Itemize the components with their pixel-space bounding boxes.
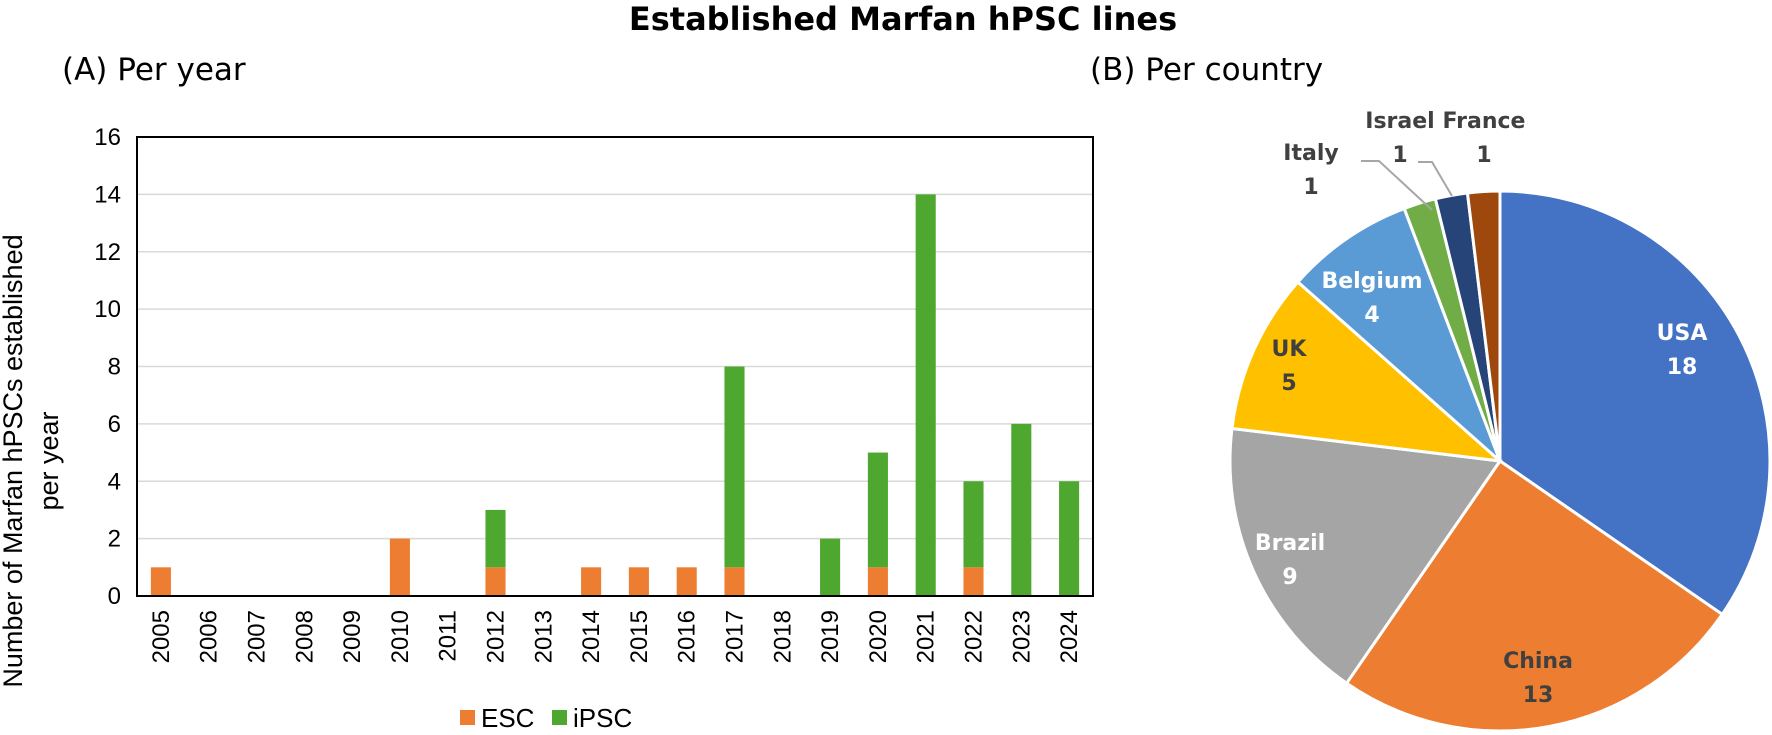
bar-esc-2014 (581, 567, 602, 596)
legend-swatch-esc (460, 710, 475, 725)
bar-y-axis-label: Number of Marfan hPSCs established per y… (0, 234, 64, 687)
pie-value-usa: 18 (1667, 355, 1698, 380)
pie-leader-italy (1361, 160, 1433, 211)
bar-ipsc-2017 (724, 366, 745, 568)
pie-value-italy: 1 (1303, 175, 1318, 200)
x-tick-label: 2008 (291, 610, 318, 663)
x-tick-label: 2009 (339, 610, 366, 663)
y-tick-label: 16 (94, 124, 121, 151)
x-tick-label: 2015 (626, 610, 653, 663)
bar-esc-2016 (676, 567, 697, 596)
bar-ipsc-2024 (1059, 481, 1080, 596)
pie-label-brazil: Brazil (1255, 531, 1325, 556)
pie-label-belgium: Belgium (1321, 269, 1422, 294)
pie-value-france: 1 (1476, 143, 1491, 168)
x-tick-label: 2007 (244, 610, 271, 663)
pie-slice-france (1465, 189, 1502, 462)
legend-label-ipsc: iPSC (573, 703, 632, 733)
bar-esc-2010 (389, 538, 410, 596)
pie-value-belgium: 4 (1364, 303, 1379, 328)
x-tick-label: 2018 (769, 610, 796, 663)
pie-value-israel: 1 (1392, 143, 1407, 168)
x-tick-label: 2020 (865, 610, 892, 663)
bar-marks (150, 194, 1080, 596)
pie-label-italy: Italy (1283, 141, 1338, 166)
pie-slice-uk (1230, 279, 1505, 464)
bar-ipsc-2022 (963, 481, 984, 568)
x-tick-label: 2014 (578, 610, 605, 663)
x-tick-label: 2005 (148, 610, 175, 663)
pie-label-china: China (1503, 649, 1573, 674)
bar-ipsc-2012 (485, 509, 506, 568)
bar-y-axis-label-line-1: Number of Marfan hPSCs established (0, 234, 28, 687)
pie-labels: USA 18 China 13 Brazil 9 UK 5 Belgium 4 Italy 1 Isra… (1255, 109, 1708, 708)
x-tick-label: 2019 (817, 610, 844, 663)
x-tick-label: 2023 (1008, 610, 1035, 663)
bar-gridlines (137, 193, 1093, 540)
y-tick-label: 12 (94, 239, 121, 266)
bar-y-axis-label-line-2: per year (34, 411, 64, 510)
bar-esc-2020 (867, 567, 888, 596)
bar-legend: ESC iPSC (460, 703, 632, 733)
y-tick-label: 8 (108, 354, 121, 381)
x-tick-label: 2012 (483, 610, 510, 663)
pie-value-uk: 5 (1281, 371, 1296, 396)
bar-chart-title: (A) Per year (62, 52, 246, 88)
bar-ipsc-2023 (1011, 423, 1032, 596)
pie-label-usa: USA (1657, 321, 1708, 346)
pie-slices (1228, 189, 1772, 733)
y-tick-label: 6 (108, 411, 121, 438)
pie-value-brazil: 9 (1282, 565, 1297, 590)
x-tick-label: 2022 (961, 610, 988, 663)
bar-x-ticks: 2005 2006 2007 2008 2009 2010 2011 2012 2013 2014… (148, 610, 1083, 663)
pie-leader-lines (1361, 160, 1453, 211)
x-tick-label: 2010 (387, 610, 414, 663)
y-tick-label: 10 (94, 296, 121, 323)
pie-label-israel: Israel (1365, 109, 1434, 134)
pie-slice-china (1344, 458, 1725, 733)
bar-ipsc-2020 (867, 452, 888, 568)
bar-esc-2005 (150, 567, 171, 596)
bar-esc-2015 (628, 567, 649, 596)
pie-value-china: 13 (1523, 683, 1554, 708)
y-tick-label: 2 (108, 526, 121, 553)
pie-slice-brazil (1228, 426, 1503, 686)
pie-leader-israel (1418, 161, 1453, 197)
legend-swatch-ipsc (552, 710, 567, 725)
y-tick-label: 4 (108, 468, 121, 495)
x-tick-label: 2017 (722, 610, 749, 663)
x-tick-label: 2021 (913, 610, 940, 663)
pie-chart-panel: (B) Per country USA 18 China 13 Brazil 9 UK 5 Be… (1090, 52, 1772, 733)
bar-y-ticks: 0 2 4 6 8 10 12 14 16 (94, 124, 121, 610)
bar-ipsc-2019 (820, 538, 841, 596)
y-tick-label: 0 (108, 583, 121, 610)
x-tick-label: 2013 (530, 610, 557, 663)
pie-chart-title: (B) Per country (1090, 52, 1323, 88)
pie-label-france: France (1443, 109, 1526, 134)
pie-slice-usa (1498, 189, 1772, 617)
x-tick-label: 2011 (435, 610, 462, 662)
x-tick-label: 2006 (196, 610, 223, 663)
bar-esc-2017 (724, 567, 745, 596)
pie-label-uk: UK (1272, 337, 1308, 362)
bar-plot-frame (136, 136, 1094, 597)
y-tick-label: 14 (94, 181, 121, 208)
pie-slice-belgium (1295, 206, 1502, 463)
bar-esc-2012 (485, 567, 506, 596)
figure-title: Established Marfan hPSC lines (629, 0, 1177, 38)
x-tick-label: 2016 (674, 610, 701, 663)
bar-ipsc-2021 (915, 194, 936, 596)
legend-label-esc: ESC (481, 703, 534, 733)
bar-esc-2022 (963, 567, 984, 596)
x-tick-label: 2024 (1056, 610, 1083, 663)
